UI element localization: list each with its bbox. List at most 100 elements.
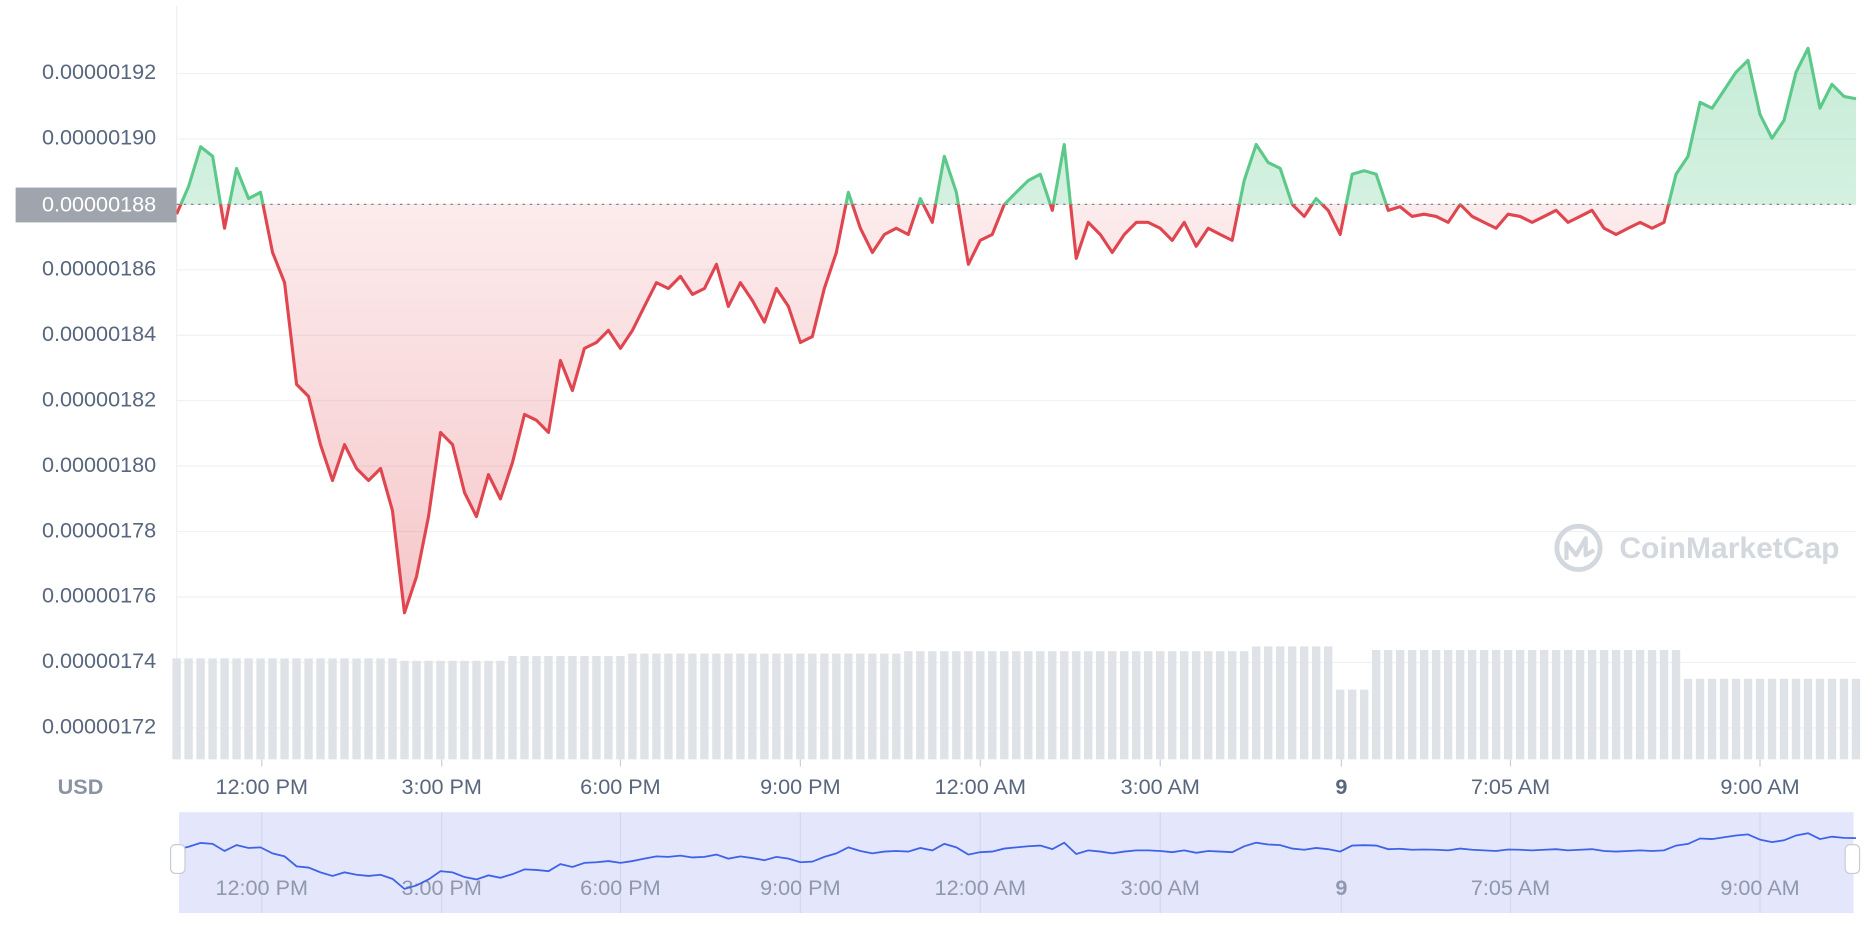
volume-bar bbox=[1755, 678, 1765, 760]
volume-bar bbox=[568, 656, 577, 760]
volume-bar bbox=[1204, 651, 1213, 760]
volume-bar bbox=[1527, 649, 1537, 760]
volume-bar bbox=[1311, 646, 1321, 760]
navigator-tick-label: 3:00 AM bbox=[1121, 875, 1200, 900]
volume-bar bbox=[1395, 649, 1405, 760]
x-tick-label: 9:00 AM bbox=[1720, 774, 1799, 799]
volume-bar bbox=[1383, 649, 1393, 760]
volume-bar bbox=[964, 651, 973, 760]
volume-bar bbox=[1575, 649, 1585, 760]
y-tick-label: 0.00000184 bbox=[42, 321, 156, 346]
price-line-down bbox=[175, 204, 1671, 615]
volume-bar bbox=[1791, 678, 1801, 760]
volume-bar bbox=[832, 653, 841, 760]
volume-bar bbox=[280, 658, 289, 760]
volume-bar bbox=[1012, 651, 1021, 760]
currency-label: USD bbox=[58, 774, 104, 799]
volume-bar bbox=[340, 658, 349, 760]
volume-bar bbox=[736, 653, 745, 760]
volume-bar bbox=[352, 658, 361, 760]
volume-bar bbox=[1815, 678, 1825, 760]
volume-bar bbox=[976, 651, 985, 760]
volume-bar bbox=[1719, 678, 1729, 760]
volume-bar bbox=[604, 656, 613, 760]
x-tick-label: 3:00 AM bbox=[1121, 774, 1200, 799]
y-tick-label: 0.00000176 bbox=[42, 583, 156, 608]
watermark: CoinMarketCap bbox=[1619, 532, 1839, 565]
volume-bar bbox=[748, 653, 757, 760]
volume-bar bbox=[760, 653, 769, 760]
volume-bar bbox=[532, 656, 541, 760]
navigator-tick-label: 6:00 PM bbox=[580, 875, 660, 900]
volume-bar bbox=[328, 658, 337, 760]
volume-bar bbox=[1120, 651, 1129, 760]
volume-bar bbox=[1491, 649, 1501, 760]
x-tick-label: 3:00 PM bbox=[401, 774, 481, 799]
navigator-handle-right[interactable] bbox=[1844, 844, 1861, 875]
navigator-handle-left[interactable] bbox=[169, 844, 186, 875]
volume-bar bbox=[856, 653, 865, 760]
navigator-tick-label: 3:00 PM bbox=[401, 875, 481, 900]
volume-bar bbox=[436, 660, 445, 760]
volume-bar bbox=[556, 656, 565, 760]
area-up bbox=[176, 48, 1856, 205]
volume-bar bbox=[784, 653, 793, 760]
x-tick-label: 12:00 PM bbox=[216, 774, 309, 799]
navigator-tick-label: 12:00 AM bbox=[935, 875, 1026, 900]
volume-bar bbox=[196, 658, 205, 760]
volume-bar bbox=[1168, 651, 1177, 760]
labels-layer: USD CoinMarketCap 0.00000172 0.00000174 0.… bbox=[15, 59, 1839, 799]
volume-bar bbox=[220, 658, 229, 760]
x-tick-label: 9 bbox=[1335, 774, 1347, 799]
baseline-label: 0.00000188 bbox=[42, 191, 156, 216]
x-tick-label: 12:00 AM bbox=[935, 774, 1026, 799]
volume-bar bbox=[1695, 678, 1705, 760]
y-tick-label: 0.00000174 bbox=[42, 648, 156, 673]
volume-bar bbox=[1419, 649, 1429, 760]
volume-bar bbox=[1275, 646, 1285, 760]
volume-bar bbox=[424, 660, 433, 760]
volume-bar bbox=[412, 660, 421, 760]
volume-bar bbox=[232, 658, 241, 760]
volume-bar bbox=[628, 653, 637, 760]
volume-bar bbox=[1707, 678, 1717, 760]
volume-bar bbox=[1839, 678, 1849, 760]
volume-bar bbox=[1371, 649, 1381, 760]
volume-bar bbox=[364, 658, 373, 760]
y-tick-label: 0.00000192 bbox=[42, 59, 156, 84]
volume-bar bbox=[616, 656, 625, 760]
volume-bar bbox=[1743, 678, 1753, 760]
volume-bar bbox=[1767, 678, 1777, 760]
navigator[interactable]: 12:00 PM 3:00 PM 6:00 PM 9:00 PM 12:00 AM 3:0… bbox=[176, 812, 1856, 914]
volume-bar bbox=[1323, 646, 1333, 760]
volume-bar bbox=[1851, 678, 1861, 760]
volume-bar bbox=[1803, 678, 1813, 760]
volume-bar bbox=[940, 651, 949, 760]
volume-bar bbox=[1599, 649, 1609, 760]
volume-bar bbox=[1000, 651, 1009, 760]
volume-bar bbox=[688, 653, 697, 760]
volume-bar bbox=[256, 658, 265, 760]
volume-bar bbox=[1731, 678, 1741, 760]
y-tick-label: 0.00000186 bbox=[42, 256, 156, 281]
y-tick-label: 0.00000172 bbox=[42, 714, 156, 739]
x-tick-label: 7:05 AM bbox=[1471, 774, 1550, 799]
volume-bar bbox=[1156, 651, 1165, 760]
navigator-tick-label: 7:05 AM bbox=[1471, 875, 1550, 900]
volume-bar bbox=[904, 651, 913, 760]
volume-bar bbox=[508, 656, 517, 760]
volume-bar bbox=[1216, 651, 1225, 760]
volume-bar bbox=[712, 653, 721, 760]
volume-bar bbox=[1228, 651, 1237, 760]
navigator-window[interactable] bbox=[178, 812, 1854, 914]
volume-bar bbox=[544, 656, 553, 760]
volume-bar bbox=[400, 660, 409, 760]
volume-bar bbox=[1455, 649, 1465, 760]
volume-bar bbox=[916, 651, 925, 760]
volume-bar bbox=[1779, 678, 1789, 760]
volume-bar bbox=[1072, 651, 1081, 760]
volume-bar bbox=[1108, 651, 1117, 760]
volume-bar bbox=[1647, 649, 1657, 760]
volume-bar bbox=[496, 660, 505, 760]
